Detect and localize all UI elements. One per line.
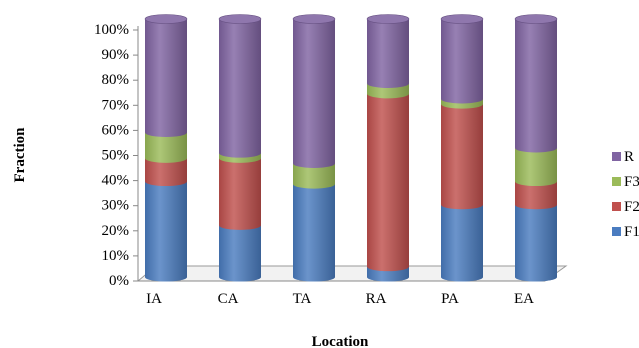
bar-stack-IA <box>144 14 188 282</box>
x-axis-title: Location <box>312 334 369 348</box>
bar-segment-R <box>219 19 261 158</box>
bar-segment-F3 <box>293 163 335 189</box>
y-tick-label: 60% <box>102 122 130 138</box>
bar-segment-R <box>293 19 335 168</box>
y-tick-label: 0% <box>109 273 129 289</box>
chart-floor <box>136 265 568 282</box>
bar-top-cap <box>440 14 484 24</box>
y-tick-label: 100% <box>94 22 129 38</box>
bar-stack-TA <box>292 14 336 282</box>
bar-segment-F2 <box>219 158 261 230</box>
bar-segment-F1 <box>441 204 483 282</box>
x-tick-label: CA <box>218 291 239 307</box>
legend-label-F1: F1 <box>624 224 639 240</box>
y-tick-label: 10% <box>102 248 130 264</box>
bar-top-cap <box>144 14 188 24</box>
y-tick-label: 20% <box>102 223 130 239</box>
bar-segment-F1 <box>145 181 187 282</box>
legend-swatch-F1 <box>612 227 621 236</box>
bar-segment-F2 <box>367 93 409 272</box>
bar-segment-F2 <box>515 181 557 210</box>
x-tick-label: TA <box>293 291 312 307</box>
y-tick-label: 40% <box>102 173 130 189</box>
y-tick-label: 30% <box>102 198 130 214</box>
bar-stack-RA <box>366 14 410 282</box>
bar-segment-F2 <box>441 104 483 210</box>
legend-label-F2: F2 <box>624 199 639 215</box>
legend-swatch-R <box>612 152 621 161</box>
chart-axes <box>137 26 545 282</box>
y-tick-label: 90% <box>102 47 130 63</box>
bar-segment-F1 <box>293 184 335 282</box>
bar-series <box>144 14 558 282</box>
y-tick-label: 70% <box>102 97 130 113</box>
bar-top-cap <box>218 14 262 24</box>
bar-segment-F3 <box>145 132 187 163</box>
bar-segment-R <box>441 19 483 104</box>
legend-label-F3: F3 <box>624 174 639 190</box>
bar-segment-F2 <box>145 158 187 187</box>
x-tick-label: IA <box>146 291 162 307</box>
legend-label-R: R <box>624 149 634 165</box>
legend-swatch-F2 <box>612 202 621 211</box>
x-tick-labels: IA CA TA RA PA EA <box>146 291 534 307</box>
x-tick-label: PA <box>441 291 459 307</box>
bar-segment-F3 <box>515 148 557 187</box>
bar-segment-F1 <box>515 204 557 282</box>
x-tick-label: EA <box>514 291 534 307</box>
bar-stack-CA <box>218 14 262 282</box>
bar-top-cap <box>292 14 336 24</box>
legend: R F3 F2 F1 <box>612 149 639 240</box>
y-axis-title: Fraction <box>12 127 28 183</box>
y-tick-label: 50% <box>102 148 130 164</box>
bar-top-cap <box>366 14 410 24</box>
bar-stack-PA <box>440 14 484 282</box>
bar-segment-R <box>145 19 187 138</box>
bar-segment-F1 <box>219 225 261 282</box>
y-tick-labels: 0% 10% 20% 30% 40% 50% 60% 70% 80% 90% 100% <box>94 22 138 289</box>
bar-top-cap <box>514 14 558 24</box>
y-tick-label: 80% <box>102 72 130 88</box>
bar-stack-EA <box>514 14 558 282</box>
chart-floor-plane <box>136 265 568 282</box>
bar-segment-R <box>367 19 409 88</box>
bar-segment-R <box>515 19 557 153</box>
x-tick-label: RA <box>366 291 387 307</box>
legend-swatch-F3 <box>612 177 621 186</box>
